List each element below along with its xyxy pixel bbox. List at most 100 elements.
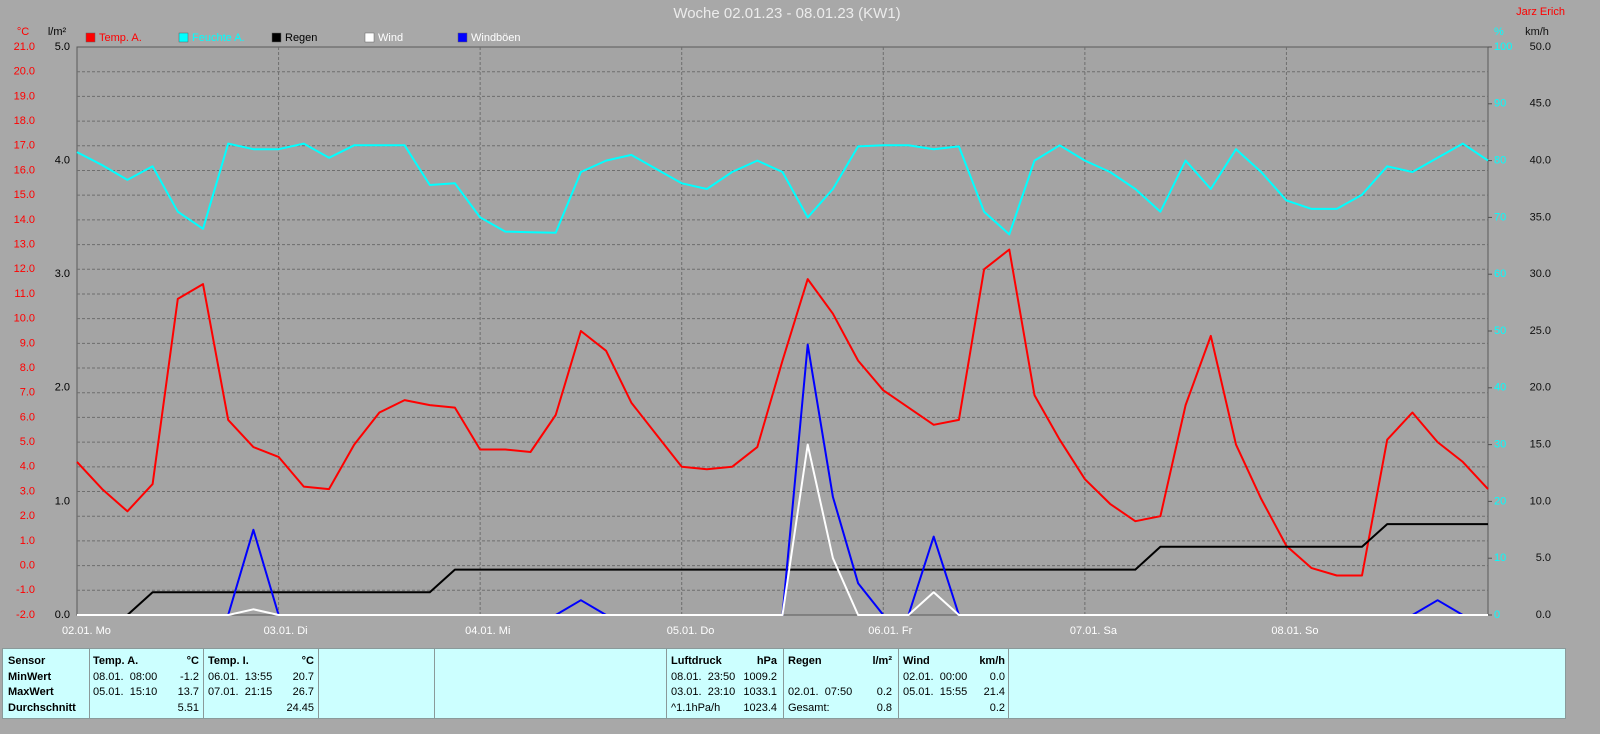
block-title: Wind [903,655,930,667]
block-unit: l/m² [872,655,892,667]
row-value: 21.4 [983,686,1005,698]
y4-tick-label: 40.0 [1530,155,1551,167]
row-time: 02.01. 00:00 [903,671,968,683]
row-value: 5.51 [177,702,199,714]
legend-label: Regen [285,32,317,44]
y-tick-label: 11.0 [14,288,35,300]
row-time: ^1.1hPa/h [671,702,721,714]
y3-tick-label: 30 [1494,439,1506,451]
y2-tick-label: 0.0 [55,609,70,621]
legend-swatch [364,32,375,43]
y3-tick-label: 60 [1494,268,1506,280]
separator [898,649,899,718]
row-time: 03.01. 23:10 [671,686,736,698]
y-tick-label: 15.0 [14,189,35,201]
series-line [76,142,1489,236]
y-tick-label: 5.0 [20,436,35,448]
y4-tick-label: 25.0 [1530,325,1551,337]
y3-tick-label: 10 [1494,552,1506,564]
row-time: 02.01. 07:50 [788,686,853,698]
row-value: -1.2 [180,671,199,683]
legend-swatch [85,32,96,43]
y-tick-label: 17.0 [14,140,35,152]
y4-tick-label: 15.0 [1530,439,1551,451]
x-tick-label: 04.01. Mi [465,625,510,637]
y4-tick-label: 30.0 [1530,268,1551,280]
legend-label: Feuchte A. [192,32,245,44]
legend-swatch [457,32,468,43]
separator [1008,649,1009,718]
y-tick-label: 20.0 [14,66,35,78]
y3-tick-label: 0 [1494,609,1500,621]
y2-tick-label: 2.0 [55,382,70,394]
separator [666,649,667,718]
y-tick-label: 8.0 [20,362,35,374]
stats-panel: Sensor MinWert MaxWert Durchschnitt Temp. A.… [2,648,1566,719]
row-time: Gesamt: [788,702,830,714]
y-tick-label: 6.0 [20,411,35,423]
row-time: 06.01. 13:55 [208,671,273,683]
y4-tick-label: 0.0 [1536,609,1551,621]
row-value: 26.7 [292,686,314,698]
y2-tick-label: 4.0 [55,155,70,167]
x-tick-label: 08.01. So [1271,625,1318,637]
row-time: 07.01. 21:15 [208,686,273,698]
y-axis-label: °C [17,26,29,38]
row-value: 1033.1 [743,686,777,698]
block-title: Regen [788,655,822,667]
block-unit: hPa [756,655,777,667]
separator [434,649,435,718]
y-tick-label: 10.0 [14,313,35,325]
series-line [77,523,1488,616]
row-value: 24.45 [286,702,314,714]
block-unit: km/h [979,655,1005,667]
y3-tick-label: 50 [1494,325,1506,337]
block-title: Temp. A. [93,655,139,667]
y-tick-label: 1.0 [20,535,35,547]
legend-swatch [271,32,282,43]
y-tick-label: 13.0 [14,238,35,250]
x-tick-label: 02.01. Mo [62,625,111,637]
plot-area [76,46,1489,616]
y-tick-label: -1.0 [16,584,35,596]
separator [203,649,204,718]
y4-tick-label: 10.0 [1530,495,1551,507]
legend-label: Temp. A. [99,32,142,44]
separator [783,649,784,718]
block-unit: °C [301,655,314,667]
block-unit: °C [186,655,199,667]
y3-axis-label: % [1494,26,1504,38]
y4-tick-label: 35.0 [1530,211,1551,223]
x-tick-label: 03.01. Di [264,625,308,637]
y2-tick-label: 1.0 [55,495,70,507]
row-label: Durchschnitt [8,702,76,714]
y-tick-label: -2.0 [16,609,35,621]
y-tick-label: 16.0 [14,164,35,176]
separator [89,649,90,718]
y-tick-label: 2.0 [20,510,35,522]
y3-tick-label: 80 [1494,155,1506,167]
y-tick-label: 18.0 [14,115,35,127]
row-value: 13.7 [177,686,199,698]
series-line [77,443,1488,616]
row-value: 0.8 [876,702,892,714]
x-tick-label: 05.01. Do [667,625,715,637]
y-tick-label: 21.0 [14,41,35,53]
y3-tick-label: 70 [1494,211,1506,223]
chart: Woche 02.01.23 - 08.01.23 (KW1) Jarz Eri… [14,5,1565,637]
y4-tick-label: 50.0 [1530,41,1551,53]
chart-title: Woche 02.01.23 - 08.01.23 (KW1) [673,5,900,22]
row-label: MaxWert [8,686,54,698]
y-tick-label: 19.0 [14,90,35,102]
y2-tick-label: 5.0 [55,41,70,53]
y-tick-label: 14.0 [14,214,35,226]
y-tick-label: 9.0 [20,337,35,349]
y4-axis-label: km/h [1525,26,1549,38]
row-label: MinWert [8,671,52,683]
separator [318,649,319,718]
series-line [76,248,1489,577]
row-value: 20.7 [292,671,314,683]
y3-tick-label: 40 [1494,382,1506,394]
y4-tick-label: 20.0 [1530,382,1551,394]
